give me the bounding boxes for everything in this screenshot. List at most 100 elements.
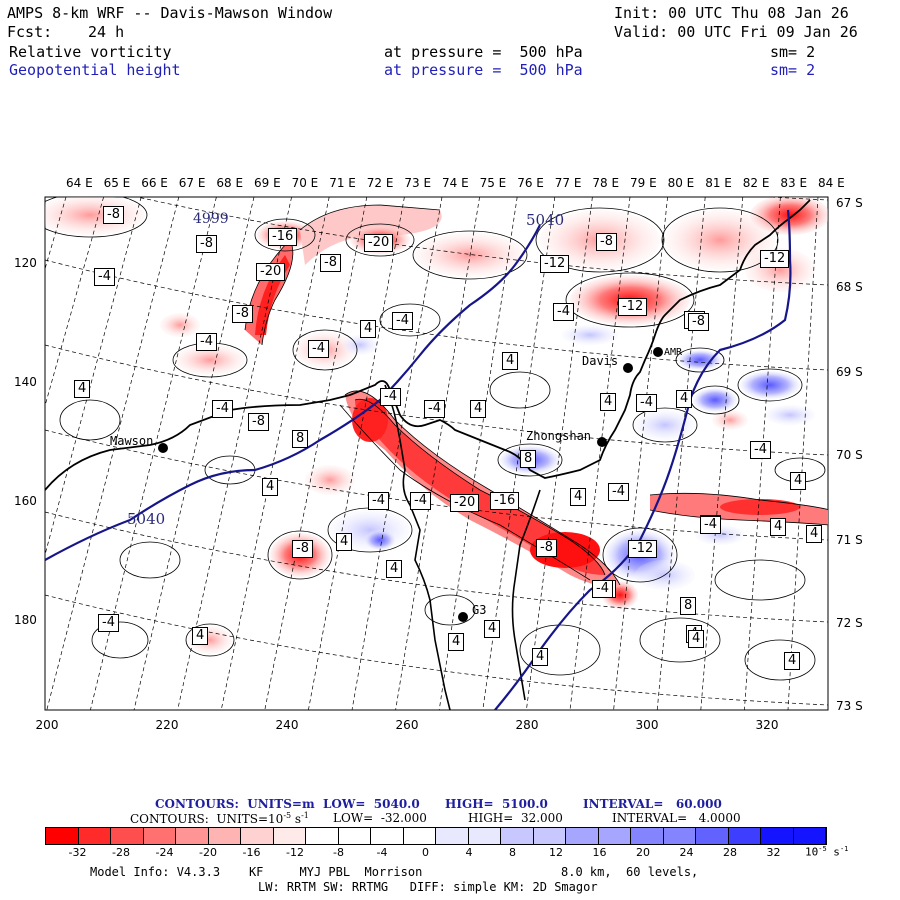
vorticity-value-label: -4 — [380, 388, 401, 406]
x-tick-label: 300 — [635, 718, 659, 732]
colorbar-cell — [208, 828, 241, 844]
vorticity-value-label: 4 — [360, 320, 377, 338]
forecast-label: Fcst: — [7, 23, 53, 41]
latitude-label: 68 S — [836, 280, 863, 294]
longitude-label: 82 E — [742, 176, 770, 190]
parallel-line — [136, 197, 828, 286]
meridian-line — [656, 197, 706, 710]
vorticity-value-label: -4 — [700, 516, 721, 534]
x-tick-label: 240 — [275, 718, 299, 732]
vorticity-value-label: 4 — [386, 560, 403, 578]
colorbar-cell — [436, 828, 469, 844]
colorbar-cell — [663, 828, 696, 844]
vorticity-value-label: -4 — [410, 492, 431, 510]
vorticity-value-label: -8 — [292, 540, 313, 558]
x-tick-label: 320 — [755, 718, 779, 732]
colorbar-cell — [143, 828, 176, 844]
longitude-label: 81 E — [705, 176, 732, 190]
colorbar-cell — [241, 828, 274, 844]
longitude-label: 68 E — [216, 176, 244, 190]
meridian-line — [613, 197, 668, 710]
vorticity-value-label: -4 — [636, 394, 657, 412]
longitude-label: 75 E — [479, 176, 507, 190]
colorbar-tick-label: 4 — [465, 846, 473, 859]
vorticity-value-label: -4 — [98, 614, 119, 632]
vorticity-value-label: -8 — [232, 305, 253, 323]
y-tick-label: 180 — [14, 613, 37, 627]
mawson-dot — [158, 443, 168, 453]
vorticity-value-label: 4 — [600, 393, 617, 411]
colorbar-cell — [468, 828, 501, 844]
model-physics: LW: RRTM SW: RRTMG DIFF: simple KM: 2D S… — [258, 880, 598, 894]
meridian-line — [569, 197, 631, 710]
colorbar-cell — [631, 828, 664, 844]
model-resolution: 8.0 km, 60 levels, — [561, 865, 699, 879]
colorbar-cell — [273, 828, 306, 844]
longitude-label: 64 E — [66, 176, 93, 190]
coastline — [45, 199, 811, 491]
longitude-label: 70 E — [291, 176, 319, 190]
latitude-label: 71 S — [836, 533, 863, 547]
field2-name: Geopotential height — [9, 61, 181, 79]
parallel-line — [45, 259, 828, 371]
vorticity-value-label: 4 — [484, 620, 501, 638]
colorbar-tick-label: -28 — [112, 846, 130, 859]
field1-smoothing: sm= 2 — [770, 43, 816, 61]
meridian-line — [264, 197, 368, 710]
map-title: AMPS 8-km WRF -- Davis-Mawson Window — [7, 4, 333, 22]
longitude-label: 84 E — [818, 176, 845, 190]
station-zhongshan: Zhongshan — [526, 429, 592, 443]
colorbar-units: 10-5 s-1 — [805, 845, 849, 859]
colorbar-cell — [598, 828, 631, 844]
vorticity-value-label: -4 — [392, 312, 413, 330]
longitude-label: 69 E — [254, 176, 281, 190]
height-contour-high: HIGH= 5100.0 — [445, 797, 548, 811]
vorticity-value-label: 4 — [448, 633, 465, 651]
amr-dot — [653, 347, 663, 357]
station-mawson: Mawson — [110, 434, 154, 448]
vorticity-value-label: -8 — [103, 206, 124, 224]
vorticity-value-label: -4 — [196, 333, 217, 351]
vorticity-value-label: 4 — [790, 472, 807, 490]
colorbar-cell — [338, 828, 371, 844]
init-time: Init: 00 UTC Thu 08 Jan 26 — [614, 4, 849, 22]
vorticity-value-label: 4 — [470, 400, 487, 418]
colorbar-cell — [566, 828, 599, 844]
longitude-label: 77 E — [554, 176, 582, 190]
colorbar-cell — [371, 828, 404, 844]
colorbar-cell — [761, 828, 794, 844]
colorbar-tick-label: -16 — [242, 846, 261, 859]
vorticity-value-label: -4 — [750, 441, 771, 459]
station-markers — [158, 347, 663, 622]
colorbar-cell — [78, 828, 111, 844]
colorbar-cell — [501, 828, 534, 844]
valid-time: Valid: 00 UTC Fri 09 Jan 26 — [614, 23, 858, 41]
colorbar-cell — [403, 828, 436, 844]
geopotential-height-contours — [45, 209, 792, 710]
vorticity-value-label: -4 — [553, 303, 574, 321]
station-amr: AMR — [664, 347, 683, 358]
parallel-line — [765, 197, 828, 201]
vorticity-value-label: -16 — [490, 492, 520, 510]
field2-smoothing: sm= 2 — [770, 61, 816, 79]
colorbar-tick-label: 28 — [723, 846, 737, 859]
y-tick-label: 160 — [14, 494, 37, 508]
longitude-label: 65 E — [103, 176, 131, 190]
colorbar-cell — [696, 828, 729, 844]
positive-vorticity-shading — [330, 325, 815, 590]
vorticity-value-label: -20 — [256, 263, 286, 281]
vorticity-value-label: -4 — [308, 340, 329, 358]
vorticity-value-label: -4 — [212, 400, 233, 418]
y-tick-label: 120 — [14, 256, 37, 270]
vorticity-value-label: -8 — [320, 254, 341, 272]
longitude-label: 78 E — [592, 176, 620, 190]
colorbar-tick-label: -24 — [155, 846, 174, 859]
latitude-label: 72 S — [836, 616, 863, 630]
x-tick-label: 220 — [155, 718, 179, 732]
latitude-label: 73 S — [836, 699, 863, 713]
field1-level: at pressure = 500 hPa — [384, 43, 583, 61]
colorbar-cell — [306, 828, 339, 844]
vorticity-contour-low: LOW= -32.000 — [333, 811, 427, 825]
colorbar-tick-label: -12 — [286, 846, 304, 859]
colorbar-tick-label: 24 — [679, 846, 694, 859]
